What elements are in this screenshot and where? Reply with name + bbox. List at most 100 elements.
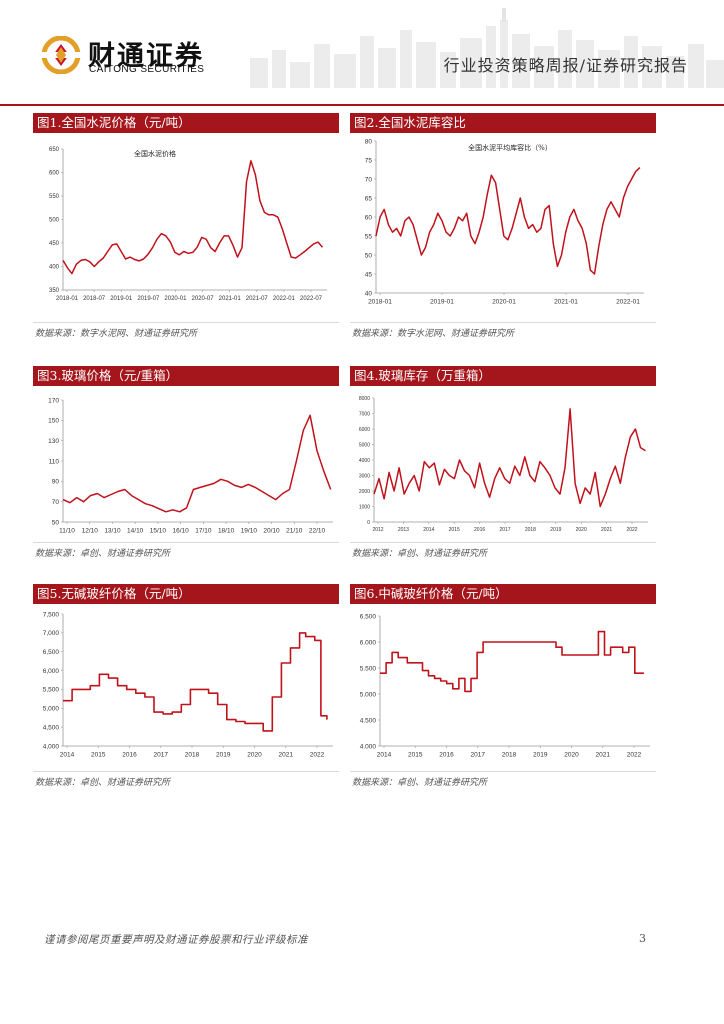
x-tick-label: 2017 bbox=[471, 752, 486, 759]
y-tick-label: 500 bbox=[49, 218, 60, 224]
series-line bbox=[380, 630, 644, 693]
x-tick-label: 2018 bbox=[502, 752, 517, 759]
page-header: 财通证券 CAITONG SECURITIES 行业投资策略周报/证券研究报告 bbox=[0, 0, 724, 106]
x-tick-label: 2020-07 bbox=[192, 296, 215, 302]
y-tick-label: 650 bbox=[49, 147, 60, 153]
x-tick-label: 2019 bbox=[533, 752, 548, 759]
y-tick-label: 150 bbox=[48, 418, 59, 425]
series-line bbox=[373, 408, 646, 508]
y-tick-label: 5.500 bbox=[360, 665, 377, 672]
y-tick-label: 7,000 bbox=[43, 630, 60, 637]
source-divider bbox=[350, 322, 656, 323]
x-tick-label: 2013 bbox=[398, 527, 409, 533]
x-tick-label: 2020 bbox=[564, 752, 579, 759]
y-tick-label: 5000 bbox=[359, 442, 370, 448]
x-tick-label: 2015 bbox=[449, 527, 460, 533]
y-tick-label: 3000 bbox=[359, 473, 370, 479]
figure-3-title: 图3.玻璃价格（元/重箱） bbox=[33, 366, 339, 386]
figure-5-source: 数据来源：卓创、财通证券研究所 bbox=[35, 778, 171, 788]
figure-1-title: 图1.全国水泥价格（元/吨） bbox=[33, 113, 339, 133]
x-tick-label: 2021 bbox=[279, 752, 294, 759]
figure-5-title: 图5.无碱玻纤价格（元/吨） bbox=[33, 584, 339, 604]
x-tick-label: 2021 bbox=[601, 527, 612, 533]
y-tick-label: 7,500 bbox=[43, 611, 60, 618]
x-tick-label: 2015 bbox=[408, 752, 423, 759]
x-tick-label: 2019-01 bbox=[110, 296, 133, 302]
figure-4-source: 数据来源：卓创、财通证券研究所 bbox=[352, 549, 488, 559]
y-tick-label: 65 bbox=[365, 195, 373, 202]
y-tick-label: 8000 bbox=[359, 396, 370, 402]
x-tick-label: 2017 bbox=[499, 527, 510, 533]
x-tick-label: 2020 bbox=[247, 752, 262, 759]
x-tick-label: 2022 bbox=[627, 752, 642, 759]
figure-1-source: 数据来源：数字水泥网、财通证券研究所 bbox=[35, 329, 198, 339]
x-tick-label: 17/10 bbox=[195, 528, 212, 535]
x-tick-label: 15/10 bbox=[150, 528, 167, 535]
x-tick-label: 2016 bbox=[474, 527, 485, 533]
y-tick-label: 50 bbox=[52, 519, 60, 526]
y-tick-label: 170 bbox=[48, 397, 59, 404]
y-tick-label: 0 bbox=[367, 520, 370, 526]
chart-cement-price: 350 400 450 500 550 600 650 2018-01 2018-07 2019-… bbox=[49, 147, 327, 302]
x-tick-label: 2021-01 bbox=[554, 299, 578, 306]
x-tick-label: 2012 bbox=[372, 527, 383, 533]
figure-4-title: 图4.玻璃库存（万重箱） bbox=[350, 366, 656, 386]
report-type-label: 行业投资策略周报/证券研究报告 bbox=[443, 56, 688, 75]
x-tick-label: 11/10 bbox=[59, 528, 75, 535]
y-tick-label: 40 bbox=[365, 290, 373, 297]
x-tick-label: 2018-07 bbox=[83, 296, 106, 302]
x-tick-label: 2014 bbox=[60, 752, 75, 759]
x-tick-label: 2019 bbox=[216, 752, 231, 759]
y-tick-label: 6,000 bbox=[43, 668, 60, 675]
chart-medium-alkali-fiberglass-price: 4.000 4.500 5.000 5.500 6.000 6.500 2014 2015 20… bbox=[360, 613, 650, 759]
y-tick-label: 350 bbox=[49, 288, 60, 294]
y-tick-label: 450 bbox=[49, 241, 60, 247]
x-tick-label: 13/10 bbox=[104, 528, 121, 535]
y-tick-label: 6.000 bbox=[360, 639, 377, 646]
x-tick-label: 2022-01 bbox=[273, 296, 296, 302]
x-tick-label: 2015 bbox=[91, 752, 106, 759]
chart-cement-inventory-ratio: 40 45 50 55 60 65 70 75 80 2018-01 2019-01 2020-01 2… bbox=[365, 138, 644, 306]
series-line bbox=[62, 414, 332, 513]
y-tick-label: 7000 bbox=[359, 411, 370, 417]
series-line bbox=[62, 160, 324, 275]
y-tick-label: 6.500 bbox=[360, 613, 377, 620]
x-tick-label: 2022-01 bbox=[616, 299, 640, 306]
x-tick-label: 19/10 bbox=[241, 528, 258, 535]
figure-2-source: 数据来源：数字水泥网、财通证券研究所 bbox=[352, 329, 515, 339]
x-tick-label: 2020 bbox=[576, 527, 587, 533]
source-divider bbox=[33, 322, 339, 323]
y-tick-label: 4,500 bbox=[43, 724, 60, 731]
figure-2-title: 图2.全国水泥库容比 bbox=[350, 113, 656, 133]
y-tick-label: 4,000 bbox=[43, 743, 60, 750]
series-line bbox=[375, 167, 641, 275]
y-tick-label: 6,500 bbox=[43, 649, 60, 656]
x-tick-label: 2016 bbox=[122, 752, 137, 759]
x-tick-label: 2016 bbox=[439, 752, 454, 759]
y-tick-label: 2000 bbox=[359, 489, 370, 495]
logo-english-name: CAITONG SECURITIES bbox=[89, 64, 205, 75]
y-tick-label: 5,500 bbox=[43, 687, 60, 694]
figure-3-source: 数据来源：卓创、财通证券研究所 bbox=[35, 549, 171, 559]
x-tick-label: 2018-01 bbox=[56, 296, 79, 302]
x-tick-label: 2021 bbox=[596, 752, 611, 759]
skyline-decoration bbox=[250, 8, 724, 88]
x-tick-label: 2019 bbox=[550, 527, 561, 533]
x-tick-label: 2020-01 bbox=[492, 299, 516, 306]
y-tick-label: 45 bbox=[365, 271, 373, 278]
source-divider bbox=[33, 771, 339, 772]
y-tick-label: 80 bbox=[365, 138, 373, 145]
x-tick-label: 2017 bbox=[154, 752, 169, 759]
x-tick-label: 2014 bbox=[423, 527, 434, 533]
x-tick-label: 2021-01 bbox=[219, 296, 242, 302]
y-tick-label: 110 bbox=[49, 458, 60, 465]
y-tick-label: 6000 bbox=[359, 427, 370, 433]
caitong-logo-icon bbox=[40, 36, 82, 74]
x-tick-label: 2021-07 bbox=[246, 296, 269, 302]
x-tick-label: 12/10 bbox=[82, 528, 99, 535]
figure-6-title: 图6.中碱玻纤价格（元/吨） bbox=[350, 584, 656, 604]
source-divider bbox=[33, 542, 339, 543]
y-tick-label: 55 bbox=[365, 233, 373, 240]
y-tick-label: 75 bbox=[365, 157, 373, 164]
y-tick-label: 600 bbox=[49, 171, 60, 177]
